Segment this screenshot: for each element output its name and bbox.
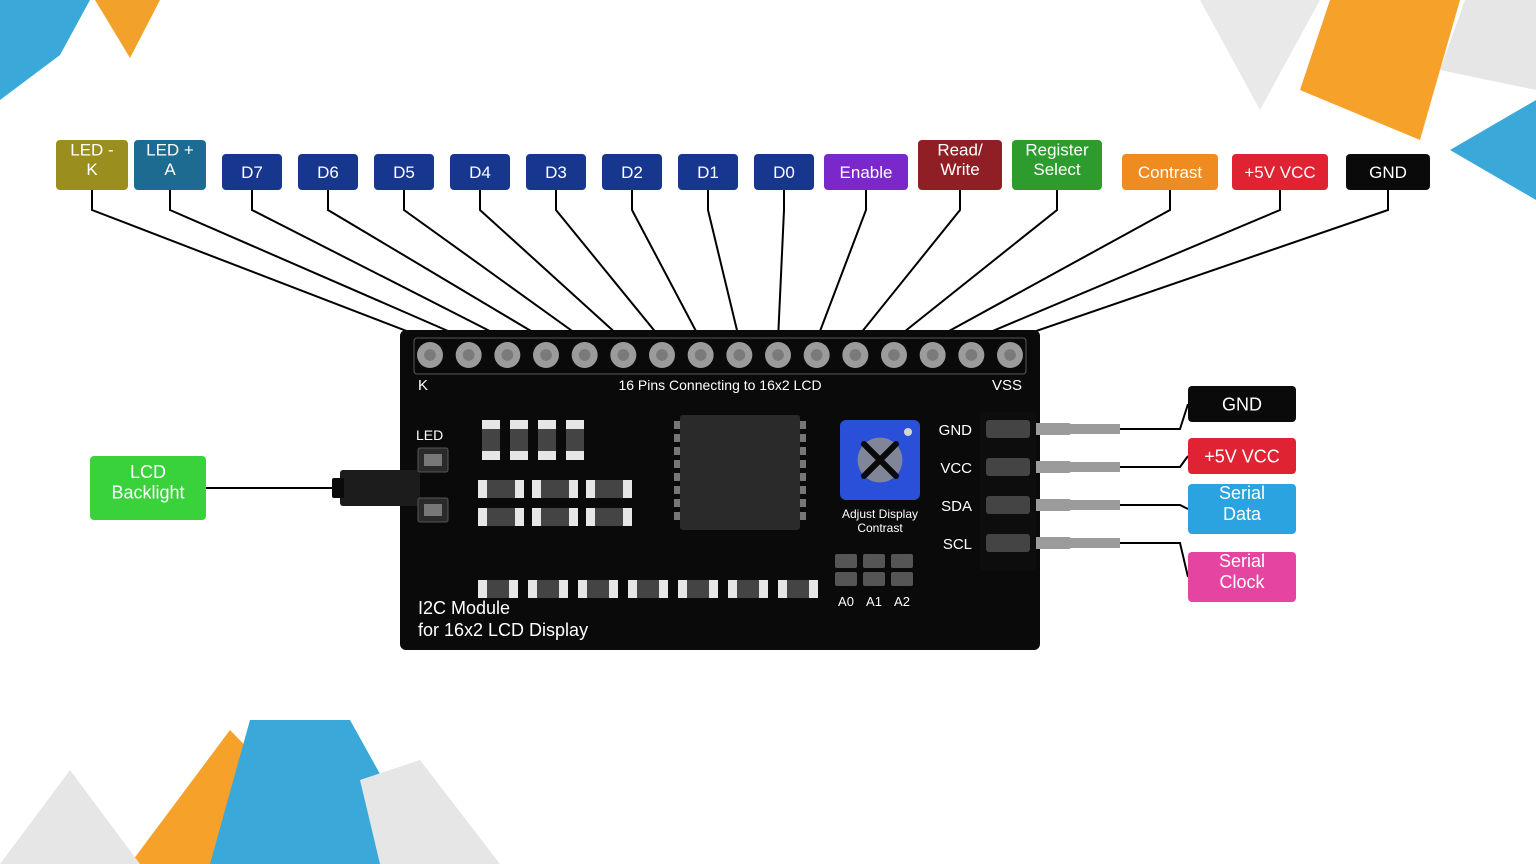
top-line: [933, 190, 1170, 340]
top-line: [1010, 190, 1388, 340]
diagram-root: K VSS 16 Pins Connecting to 16x2 LCD LED Adj…: [0, 0, 1536, 864]
side-connection-lines: [1070, 404, 1188, 577]
pot-label-1: Adjust Display: [842, 507, 918, 521]
side-pin-metal: [1036, 423, 1070, 435]
top-line: [632, 190, 701, 340]
top-pin-hole: [772, 349, 784, 361]
top-line: [708, 190, 739, 340]
side-pin-slot: [986, 420, 1030, 438]
k-label: K: [418, 377, 428, 394]
top-label-text: GND: [1369, 163, 1407, 182]
top-label-text: D5: [393, 163, 415, 182]
top-pin-hole: [811, 349, 823, 361]
top-label-text: D0: [773, 163, 795, 182]
top-label-text: D3: [545, 163, 567, 182]
addr-label: A2: [894, 594, 910, 609]
side-pin-metal: [1036, 537, 1070, 549]
top-line: [971, 190, 1280, 340]
top-label-text: +5V VCC: [1244, 163, 1315, 182]
top-label-text: Read/Write: [937, 141, 983, 180]
diagram-svg: K VSS 16 Pins Connecting to 16x2 LCD LED Adj…: [0, 0, 1536, 864]
side-label-text: SerialClock: [1219, 551, 1266, 592]
side-pin-metal: [1036, 499, 1070, 511]
top-pin-hole: [579, 349, 591, 361]
top-line: [556, 190, 662, 340]
side-label-text: GND: [1222, 394, 1262, 414]
top-label-text: RegisterSelect: [1025, 141, 1089, 180]
pot-label-2: Contrast: [857, 521, 903, 535]
top-line: [170, 190, 469, 340]
side-pin-labels: GND +5V VCC SerialData SerialClock: [1188, 386, 1296, 602]
addr-label: A1: [866, 594, 882, 609]
top-line: [778, 190, 784, 340]
i2c-module-board: K VSS 16 Pins Connecting to 16x2 LCD LED Adj…: [332, 330, 1070, 650]
top-line: [92, 190, 430, 340]
vss-label: VSS: [992, 377, 1022, 394]
module-title-2: for 16x2 LCD Display: [418, 620, 588, 640]
top-pin-hole: [965, 349, 977, 361]
top-label-text: Enable: [840, 163, 893, 182]
side-pin-metal: [1036, 461, 1070, 473]
addr-label: A0: [838, 594, 854, 609]
top-pin-hole: [656, 349, 668, 361]
top-pin-hole: [849, 349, 861, 361]
top-pin-hole: [501, 349, 513, 361]
top-row-label: 16 Pins Connecting to 16x2 LCD: [618, 377, 821, 393]
top-pin-hole: [617, 349, 629, 361]
top-label-text: D7: [241, 163, 263, 182]
side-line: [1120, 456, 1188, 467]
top-label-text: D2: [621, 163, 643, 182]
side-pin-slot: [986, 458, 1030, 476]
top-line: [817, 190, 866, 340]
side-line: [1120, 404, 1188, 429]
side-line: [1120, 505, 1188, 509]
top-pin-hole: [463, 349, 475, 361]
top-label-text: D1: [697, 163, 719, 182]
top-line: [855, 190, 960, 340]
side-pin-slot: [986, 496, 1030, 514]
ic-chip: [680, 415, 800, 530]
top-pin-hole: [927, 349, 939, 361]
side-pin-label: SDA: [941, 498, 972, 515]
side-line: [1120, 543, 1188, 577]
side-pin-slot: [986, 534, 1030, 552]
side-pin-label: VCC: [940, 460, 972, 477]
side-label-text: +5V VCC: [1204, 446, 1280, 466]
top-line: [252, 190, 507, 340]
module-title-1: I2C Module: [418, 598, 510, 618]
top-pin-hole: [695, 349, 707, 361]
top-label-text: D6: [317, 163, 339, 182]
top-pin-hole: [424, 349, 436, 361]
side-pin-label: GND: [939, 422, 973, 439]
side-label-text: SerialData: [1219, 483, 1265, 524]
top-pin-hole: [540, 349, 552, 361]
lcd-backlight-label: LCDBacklight: [90, 456, 206, 520]
top-label-text: Contrast: [1138, 163, 1203, 182]
top-pin-labels: LED -KLED +AD7D6D5D4D3D2D1D0EnableRead/W…: [56, 140, 1430, 190]
backlight-connector: [340, 470, 420, 506]
top-connection-lines: [92, 190, 1388, 340]
top-pin-hole: [888, 349, 900, 361]
top-pin-hole: [733, 349, 745, 361]
top-label-text: D4: [469, 163, 491, 182]
led-label: LED: [416, 427, 443, 443]
side-pin-label: SCL: [943, 536, 972, 553]
top-pin-hole: [1004, 349, 1016, 361]
